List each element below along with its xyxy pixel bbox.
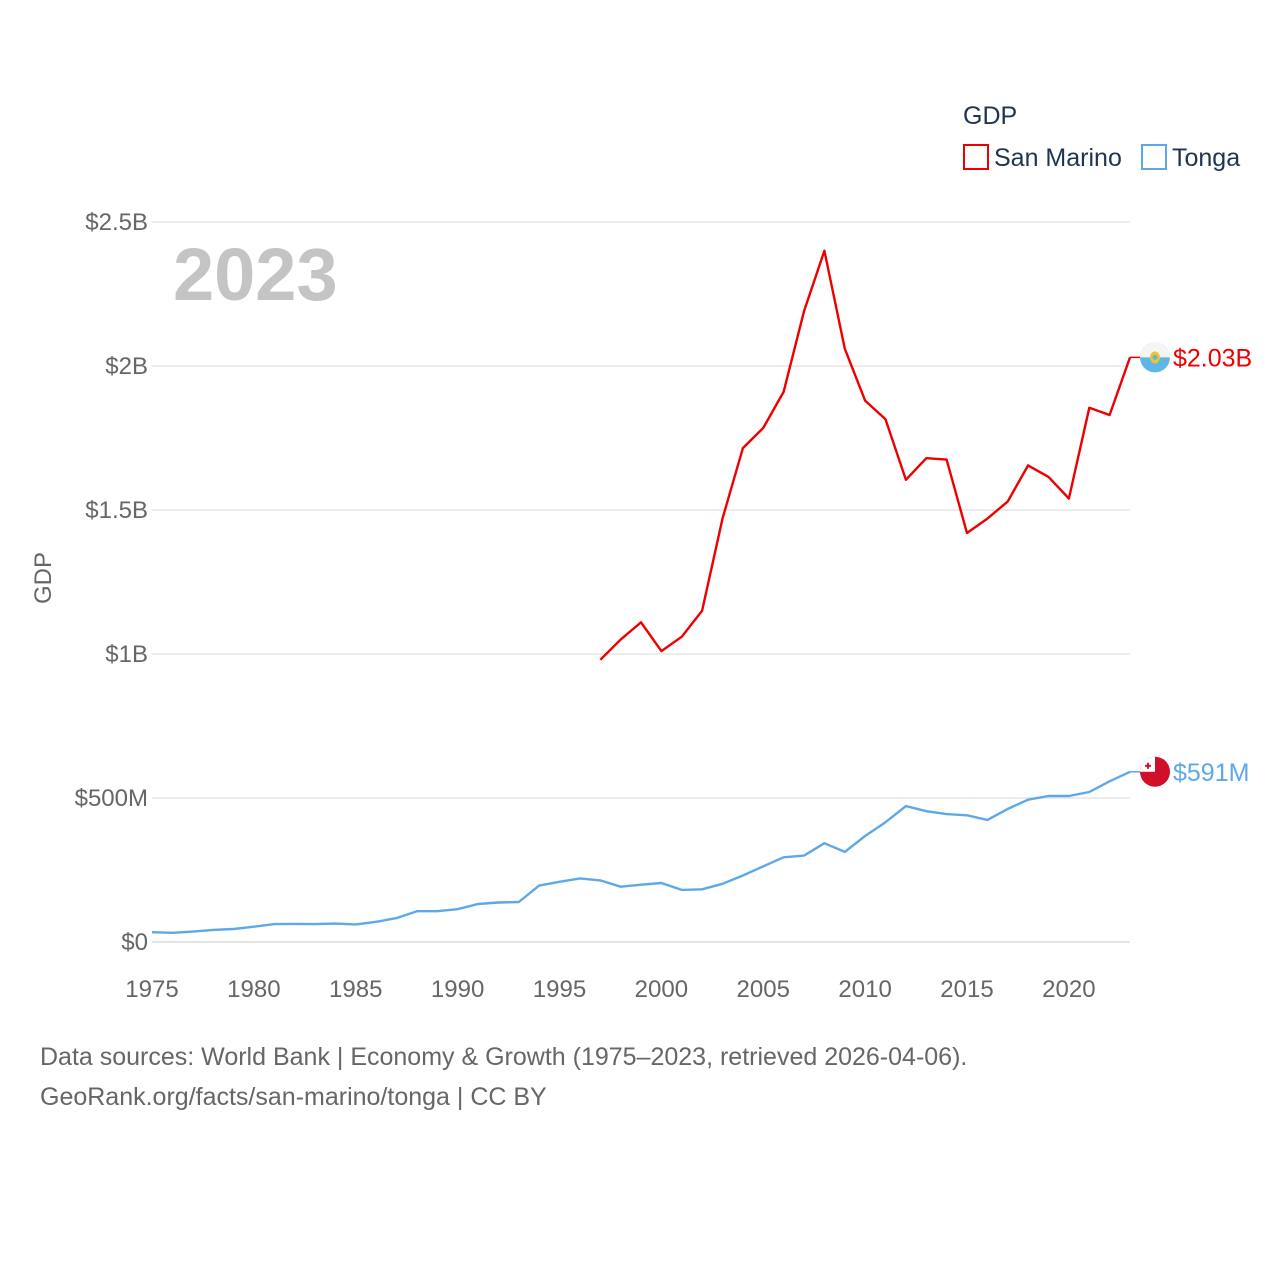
y-tick-label: $0 bbox=[121, 929, 148, 956]
series-line-tonga[interactable] bbox=[151, 770, 1131, 934]
legend-label: Tonga bbox=[1172, 144, 1240, 172]
san-marino-flag-icon bbox=[1140, 342, 1170, 373]
end-labels: $2.03B $591M bbox=[1130, 342, 1252, 787]
x-tick-label: 2005 bbox=[737, 976, 790, 1003]
end-value-label: $591M bbox=[1173, 759, 1249, 787]
x-axis-ticks: 1975 1980 1985 1990 1995 2000 2005 2010 2015 2020 bbox=[125, 976, 1095, 1003]
series-line-san-marino[interactable] bbox=[599, 249, 1132, 661]
legend-swatch bbox=[1141, 144, 1167, 170]
tonga-flag-icon bbox=[1140, 756, 1170, 787]
footer-attribution[interactable]: GeoRank.org/facts/san-marino/tonga | CC … bbox=[40, 1083, 547, 1111]
y-tick-label: $2.5B bbox=[85, 209, 148, 236]
y-tick-label: $1.5B bbox=[85, 497, 148, 524]
series-lines bbox=[151, 249, 1132, 934]
y-tick-label: $2B bbox=[105, 353, 148, 380]
legend-swatch bbox=[963, 144, 989, 170]
x-tick-label: 1990 bbox=[431, 976, 484, 1003]
legend[interactable]: GDP San Marino Tonga bbox=[963, 102, 1240, 172]
x-tick-label: 2020 bbox=[1042, 976, 1095, 1003]
x-tick-label: 2015 bbox=[940, 976, 993, 1003]
y-axis-label: GDP bbox=[30, 552, 57, 604]
footer-sources: Data sources: World Bank | Economy & Gro… bbox=[40, 1043, 968, 1071]
year-label: 2023 bbox=[173, 233, 338, 316]
x-tick-label: 1995 bbox=[533, 976, 586, 1003]
x-tick-label: 2010 bbox=[838, 976, 891, 1003]
legend-title: GDP bbox=[963, 102, 1017, 130]
y-tick-label: $500M bbox=[75, 785, 148, 812]
x-tick-label: 1985 bbox=[329, 976, 382, 1003]
legend-item-san-marino[interactable]: San Marino bbox=[963, 144, 1122, 172]
y-tick-label: $1B bbox=[105, 641, 148, 668]
grid-lines bbox=[152, 221, 1130, 943]
x-tick-label: 2000 bbox=[635, 976, 688, 1003]
legend-item-tonga[interactable]: Tonga bbox=[1141, 144, 1240, 172]
x-tick-label: 1980 bbox=[227, 976, 280, 1003]
x-tick-label: 1975 bbox=[125, 976, 178, 1003]
y-axis-ticks: $0 $500M $1B $1.5B $2B $2.5B bbox=[75, 209, 148, 956]
legend-label: San Marino bbox=[994, 144, 1122, 172]
end-value-label: $2.03B bbox=[1173, 344, 1252, 372]
